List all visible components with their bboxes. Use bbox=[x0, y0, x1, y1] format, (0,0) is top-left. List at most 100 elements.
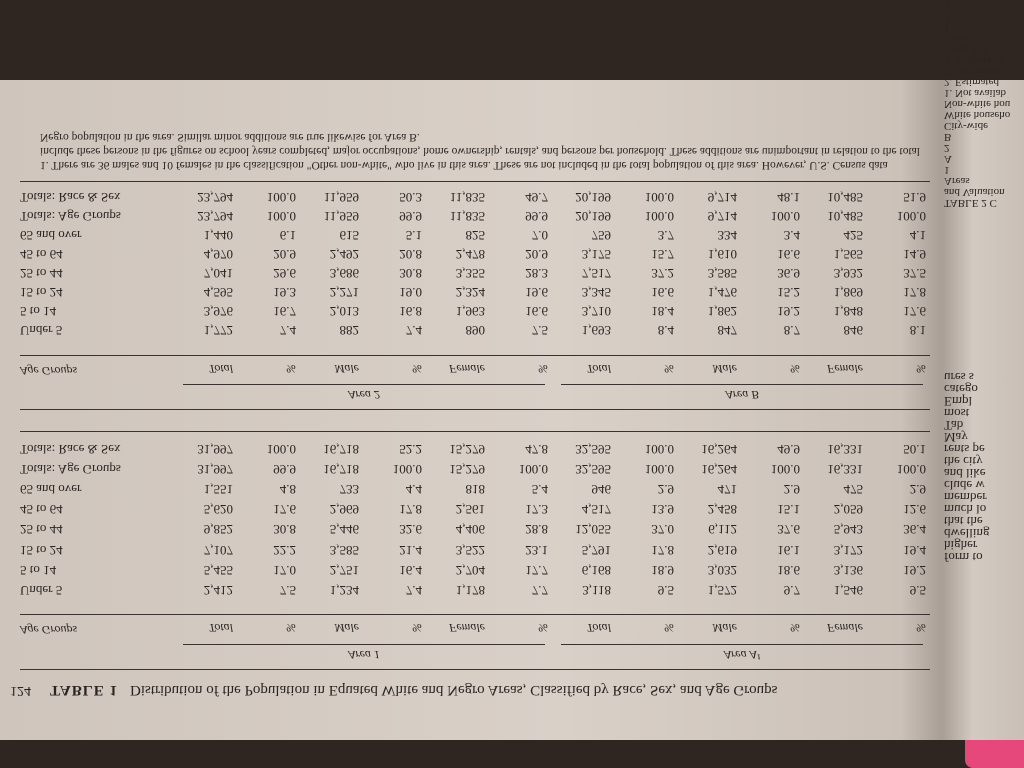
cell: 2.9 bbox=[909, 482, 926, 497]
cell: 2,478 bbox=[455, 247, 485, 262]
cell: 2,412 bbox=[203, 583, 233, 598]
cell: 1,848 bbox=[833, 304, 863, 319]
cell: 4.4 bbox=[405, 482, 422, 497]
cell: 21.4 bbox=[399, 542, 422, 558]
cell: 17.8 bbox=[399, 502, 422, 518]
cell: 49.9 bbox=[777, 441, 800, 457]
cell: 6,168 bbox=[581, 562, 611, 578]
cell: 16.6 bbox=[777, 247, 800, 262]
cell: 5,791 bbox=[581, 542, 611, 558]
cell: 100.0 bbox=[392, 461, 422, 477]
cell: 5.1 bbox=[405, 228, 422, 243]
cell: 1,565 bbox=[833, 247, 863, 262]
cell: 9,852 bbox=[203, 522, 233, 538]
cell: 16,264 bbox=[701, 461, 737, 477]
area-label: Area B bbox=[725, 388, 759, 402]
cell: 15.7 bbox=[651, 247, 674, 262]
cell: 2,271 bbox=[329, 285, 359, 300]
cell: 2.9 bbox=[783, 482, 800, 497]
cell: 30.8 bbox=[399, 266, 422, 281]
cell: 16,718 bbox=[323, 461, 359, 477]
column-header: % bbox=[412, 621, 422, 635]
cell: 16.4 bbox=[399, 562, 422, 578]
cell: 18.9 bbox=[651, 562, 674, 578]
row-label: Totals: Race & Sex bbox=[20, 441, 121, 457]
cell: 20.9 bbox=[525, 247, 548, 262]
table-line: Areas bbox=[944, 175, 970, 187]
cell: 3,585 bbox=[329, 542, 359, 558]
cell: 334 bbox=[717, 228, 738, 243]
table-line: Areas bbox=[944, 32, 970, 44]
cell: 1,869 bbox=[833, 285, 863, 300]
table-line: 1. Not availab bbox=[944, 87, 1007, 99]
cell: 11,959 bbox=[323, 209, 359, 224]
cell: 37.2 bbox=[651, 266, 674, 281]
table-title: Distribution of the Population in Equate… bbox=[130, 682, 778, 698]
row-label: 45 to 64 bbox=[20, 502, 63, 518]
cell: 17.8 bbox=[651, 542, 674, 558]
cell: 3,172 bbox=[833, 542, 863, 558]
cell: 2,561 bbox=[455, 502, 485, 518]
table-line: 1 bbox=[944, 21, 950, 33]
cell: 16,331 bbox=[827, 461, 863, 477]
cell: 50.1 bbox=[903, 441, 926, 457]
cell: 7.0 bbox=[531, 228, 548, 243]
rule bbox=[183, 644, 545, 645]
cell: 3,932 bbox=[833, 266, 863, 281]
cell: 100.0 bbox=[896, 461, 926, 477]
cell: 7.5 bbox=[279, 583, 296, 598]
cell: 100.0 bbox=[644, 190, 674, 205]
cell: 20.8 bbox=[399, 247, 422, 262]
table-line: A bbox=[944, 10, 952, 22]
cell: 7,041 bbox=[203, 266, 233, 281]
cell: 99.9 bbox=[273, 461, 296, 477]
cell: 3,976 bbox=[203, 304, 233, 319]
cell: 20.9 bbox=[273, 247, 296, 262]
rule bbox=[561, 384, 923, 385]
cell: 99.9 bbox=[525, 209, 548, 224]
cell: 1,546 bbox=[833, 583, 863, 598]
cell: 946 bbox=[591, 482, 612, 497]
cell: 1,693 bbox=[581, 323, 611, 338]
cell: 8.1 bbox=[909, 323, 926, 338]
column-header: Total bbox=[208, 621, 233, 635]
cell: 3,686 bbox=[329, 266, 359, 281]
cell: 471 bbox=[717, 482, 738, 497]
cell: 2,969 bbox=[329, 502, 359, 518]
cell: 100.0 bbox=[896, 209, 926, 224]
cell: 32.6 bbox=[399, 522, 422, 538]
column-header: Male bbox=[712, 362, 737, 376]
cell: 1,772 bbox=[203, 323, 233, 338]
cell: 1,551 bbox=[203, 482, 233, 497]
cell: 49.7 bbox=[525, 190, 548, 205]
area-label: Area 2 bbox=[348, 388, 380, 402]
cell: 3,710 bbox=[581, 304, 611, 319]
column-header: % bbox=[664, 362, 674, 376]
cell: 846 bbox=[843, 323, 864, 338]
cell: 5,446 bbox=[329, 522, 359, 538]
table-line: and Valuation bbox=[944, 186, 1005, 198]
cell: 4.1 bbox=[909, 228, 926, 243]
cell: 3,118 bbox=[582, 583, 611, 598]
cell: 48.1 bbox=[777, 190, 800, 205]
cell: 20,199 bbox=[575, 209, 611, 224]
cell: 7,107 bbox=[203, 542, 233, 558]
row-label: 65 and over bbox=[20, 228, 82, 243]
column-header: Female bbox=[827, 362, 863, 376]
cell: 12,055 bbox=[575, 522, 611, 538]
column-header: % bbox=[790, 621, 800, 635]
cell: 3.7 bbox=[657, 228, 674, 243]
column-header: % bbox=[790, 362, 800, 376]
cell: 16.7 bbox=[273, 304, 296, 319]
cell: 10,485 bbox=[827, 190, 863, 205]
cell: 18.4 bbox=[651, 304, 674, 319]
paper bbox=[0, 80, 1024, 740]
page-number: 124 bbox=[10, 683, 31, 698]
cell: 19.0 bbox=[399, 285, 422, 300]
cell: 17.6 bbox=[903, 304, 926, 319]
column-header: Total bbox=[586, 621, 611, 635]
cell: 15.2 bbox=[777, 285, 800, 300]
cell: 31,997 bbox=[197, 441, 233, 457]
column-header: % bbox=[412, 362, 422, 376]
cell: 15,279 bbox=[449, 441, 485, 457]
